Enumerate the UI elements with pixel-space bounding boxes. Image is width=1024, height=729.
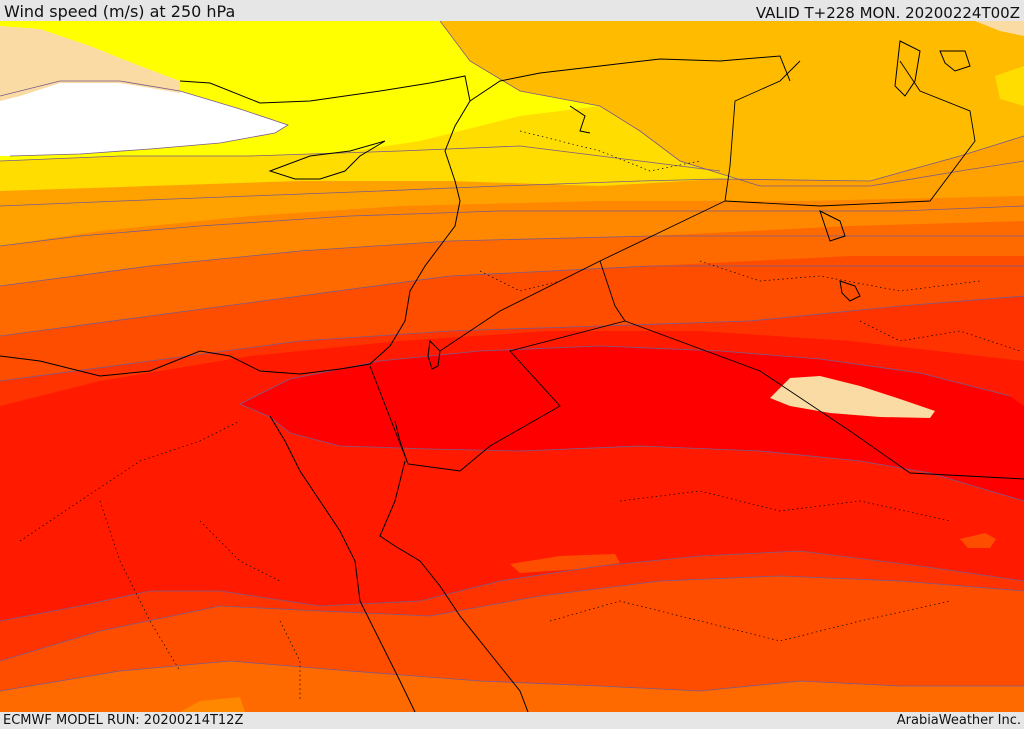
- band-tan-nw: [0, 26, 180, 101]
- band-orange-2: [0, 196, 1024, 286]
- band-red-orange-1: [0, 256, 1024, 381]
- band-orange-upper-right: [440, 21, 1024, 186]
- contour-lines: [0, 21, 1024, 692]
- province-borders: [19, 130, 1021, 701]
- wind-speed-map: [0, 21, 1024, 712]
- band-south-2: [0, 661, 1024, 712]
- band-tan-ne: [975, 21, 1024, 36]
- model-run: ECMWF MODEL RUN: 20200214T12Z: [3, 713, 244, 728]
- valid-time: VALID T+228 MON. 20200224T00Z: [755, 4, 1020, 22]
- map-title: Wind speed (m/s) at 250 hPa: [4, 2, 236, 21]
- credit: ArabiaWeather Inc.: [896, 713, 1021, 728]
- header-bar: Wind speed (m/s) at 250 hPa VALID T+228 …: [0, 0, 1024, 22]
- coastlines: [0, 40, 971, 712]
- band-white-pocket: [0, 81, 288, 156]
- band-small-pocket-1: [960, 533, 996, 548]
- band-max-pocket: [770, 376, 935, 418]
- band-small-pocket-2: [510, 554, 620, 573]
- footer-bar: ECMWF MODEL RUN: 20200214T12Z ArabiaWeat…: [0, 712, 1024, 729]
- country-borders: [369, 60, 1024, 480]
- band-yellow-ne: [995, 66, 1024, 106]
- band-south-pocket: [180, 697, 245, 712]
- band-orange-3: [0, 221, 1024, 336]
